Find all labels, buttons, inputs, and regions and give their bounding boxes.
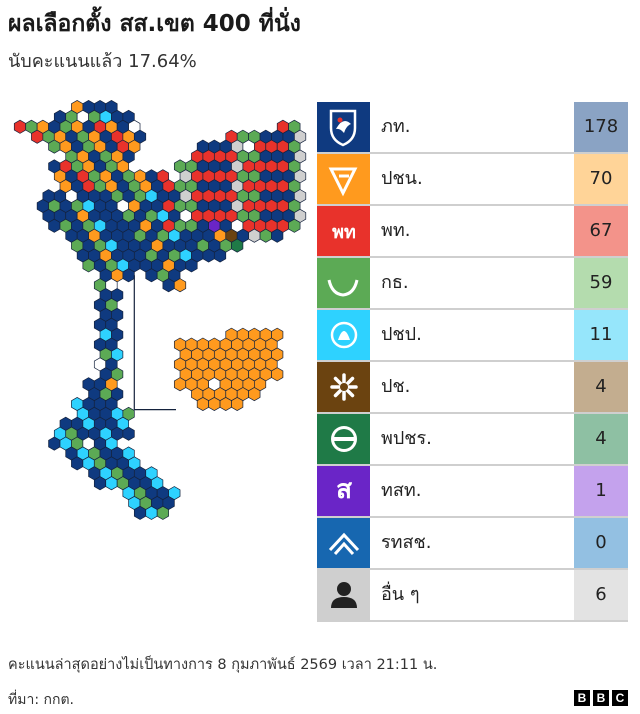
seat-count: 11 bbox=[574, 310, 628, 360]
party-name: กธ. bbox=[381, 272, 409, 293]
party-name: ภท. bbox=[381, 116, 411, 137]
seat-count: 70 bbox=[574, 154, 628, 204]
constituency-hex bbox=[185, 258, 198, 273]
constituency-hex bbox=[231, 396, 244, 412]
constituency-hex bbox=[288, 218, 301, 233]
seat-count: 178 bbox=[574, 102, 628, 152]
party-row: ปชป. 11 bbox=[317, 310, 628, 362]
constituency-hex bbox=[219, 396, 232, 412]
party-name: พท. bbox=[381, 220, 411, 241]
party-row: ส ทสท. 1 bbox=[317, 466, 628, 518]
party-name: อื่น ๆ bbox=[381, 584, 420, 605]
constituency-hex bbox=[248, 387, 261, 402]
constituency-hex bbox=[13, 119, 27, 134]
party-seat-table: ภท. 178 ปชน. 70 พท พท. 67 กธ. 59 ปชป. 11 ปช. 4 พปชร. 4… bbox=[317, 102, 628, 622]
logo-text: ส bbox=[336, 475, 352, 505]
party-name: ปชน. bbox=[381, 168, 423, 189]
thai-sang-thai-logo: ส bbox=[317, 466, 370, 516]
inset-connector-line bbox=[133, 275, 176, 411]
constituency-hex bbox=[145, 505, 158, 520]
chart-subtitle: นับคะแนนแล้ว 17.64% bbox=[8, 51, 197, 72]
democrat-logo bbox=[317, 310, 370, 360]
seat-count: 1 bbox=[574, 466, 628, 516]
person-icon bbox=[317, 570, 370, 620]
seat-count: 59 bbox=[574, 258, 628, 308]
seat-count: 67 bbox=[574, 206, 628, 256]
bbc-logo: B B C bbox=[574, 690, 628, 706]
source-note: ที่มา: กกต. bbox=[8, 692, 74, 708]
prachachat-logo bbox=[317, 362, 370, 412]
constituency-hex bbox=[82, 258, 95, 273]
palang-pracharath-logo bbox=[317, 414, 370, 464]
party-row: ภท. 178 bbox=[317, 102, 628, 154]
constituency-hex bbox=[162, 278, 175, 293]
constituency-hex bbox=[202, 248, 215, 263]
party-row: ปช. 4 bbox=[317, 362, 628, 414]
constituency-hex bbox=[133, 505, 147, 520]
seat-count: 6 bbox=[574, 570, 628, 620]
constituency-hex bbox=[48, 139, 61, 154]
bbc-letter: B bbox=[574, 690, 590, 706]
constituency-hex bbox=[122, 426, 135, 441]
peoples-party-logo bbox=[317, 154, 370, 204]
constituency-hex bbox=[173, 278, 187, 293]
party-name: ปชป. bbox=[381, 324, 422, 345]
party-row: พปชร. 4 bbox=[317, 414, 628, 466]
constituency-hex bbox=[93, 476, 107, 491]
party-name: พปชร. bbox=[381, 428, 432, 449]
party-row: กธ. 59 bbox=[317, 258, 628, 310]
bbc-letter: B bbox=[593, 690, 609, 706]
constituency-hex bbox=[173, 377, 187, 392]
bhumjaithai-logo bbox=[317, 102, 370, 152]
pheu-thai-logo: พท bbox=[317, 206, 370, 256]
constituency-hex bbox=[145, 268, 158, 283]
constituency-hex bbox=[271, 228, 284, 243]
seat-count: 4 bbox=[574, 362, 628, 412]
party-row: พท พท. 67 bbox=[317, 206, 628, 258]
party-name: ทสท. bbox=[381, 480, 422, 501]
constituency-hex bbox=[31, 129, 44, 144]
seat-count: 0 bbox=[574, 518, 628, 568]
party-row: ปชน. 70 bbox=[317, 154, 628, 206]
logo-text: พท bbox=[332, 222, 356, 243]
seat-count: 4 bbox=[574, 414, 628, 464]
constituency-hex bbox=[213, 248, 227, 263]
party-row: อื่น ๆ 6 bbox=[317, 570, 628, 622]
kla-tham-logo bbox=[317, 258, 370, 308]
footnote: คะแนนล่าสุดอย่างไม่เป็นทางการ 8 กุมภาพัน… bbox=[8, 657, 438, 673]
constituency-hex bbox=[48, 436, 61, 451]
constituency-hex bbox=[231, 238, 244, 253]
constituency-hex bbox=[271, 367, 284, 382]
constituency-hex bbox=[208, 396, 221, 412]
constituency-hex bbox=[105, 476, 118, 491]
party-name: รทสช. bbox=[381, 532, 432, 553]
constituency-hex bbox=[156, 505, 169, 520]
constituency-hex bbox=[248, 228, 261, 243]
constituency-hex bbox=[48, 218, 61, 233]
party-row: รทสช. 0 bbox=[317, 518, 628, 570]
constituency-hex bbox=[259, 228, 272, 243]
chart-title: ผลเลือกตั้ง สส.เขต 400 ที่นั่ง bbox=[8, 11, 301, 37]
bbc-letter: C bbox=[612, 690, 628, 706]
constituency-hex bbox=[71, 456, 84, 471]
constituency-hex-map bbox=[13, 99, 307, 520]
ruam-thai-sang-chart-logo bbox=[317, 518, 370, 568]
party-name: ปช. bbox=[381, 376, 411, 397]
constituency-hex bbox=[122, 268, 135, 283]
constituency-hex bbox=[196, 396, 209, 412]
